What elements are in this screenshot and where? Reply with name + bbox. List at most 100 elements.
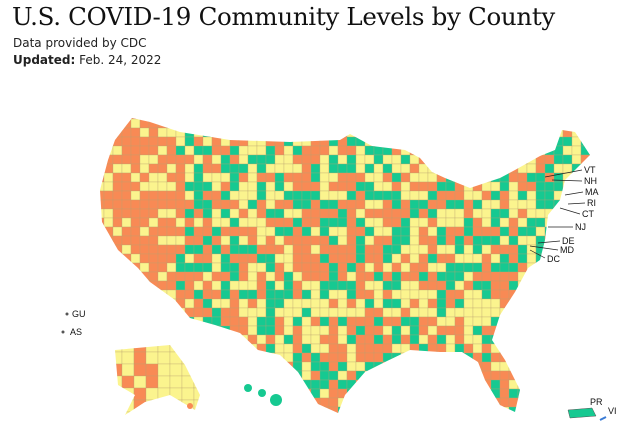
county[interactable] <box>373 199 384 210</box>
county[interactable] <box>427 397 438 408</box>
county[interactable] <box>148 235 159 246</box>
county[interactable] <box>112 181 123 192</box>
county[interactable] <box>400 406 411 416</box>
county[interactable] <box>193 190 204 201</box>
county[interactable] <box>302 416 311 425</box>
county[interactable] <box>599 326 608 335</box>
county[interactable] <box>409 136 420 147</box>
county[interactable] <box>364 154 375 165</box>
county[interactable] <box>463 145 474 156</box>
county[interactable] <box>319 110 330 120</box>
county[interactable] <box>346 271 357 282</box>
county[interactable] <box>517 110 528 120</box>
county[interactable] <box>526 127 537 138</box>
county[interactable] <box>355 280 366 291</box>
county[interactable] <box>247 118 258 129</box>
county[interactable] <box>157 208 168 219</box>
county[interactable] <box>364 280 375 291</box>
county[interactable] <box>526 289 537 300</box>
county[interactable] <box>202 262 213 273</box>
county[interactable] <box>211 110 222 120</box>
county[interactable] <box>139 280 150 291</box>
county[interactable] <box>472 361 483 372</box>
county[interactable] <box>599 182 608 191</box>
county[interactable] <box>454 217 465 228</box>
county[interactable] <box>238 343 249 354</box>
county[interactable] <box>121 136 132 147</box>
county[interactable] <box>418 397 429 408</box>
county[interactable] <box>535 280 546 291</box>
county[interactable] <box>265 127 276 138</box>
county[interactable] <box>526 136 537 147</box>
county[interactable] <box>328 388 339 399</box>
county[interactable] <box>409 361 420 372</box>
county[interactable] <box>373 136 384 147</box>
county[interactable] <box>212 416 221 425</box>
county[interactable] <box>418 289 429 300</box>
county[interactable] <box>202 352 213 363</box>
county[interactable] <box>148 190 159 201</box>
county[interactable] <box>220 208 231 219</box>
county[interactable] <box>328 325 339 336</box>
county[interactable] <box>292 145 303 156</box>
county[interactable] <box>220 217 231 228</box>
county[interactable] <box>409 298 420 309</box>
county[interactable] <box>319 343 330 354</box>
county[interactable] <box>535 235 546 246</box>
county[interactable] <box>589 280 599 291</box>
county[interactable] <box>391 361 402 372</box>
county[interactable] <box>337 334 348 345</box>
county[interactable] <box>463 307 474 318</box>
county[interactable] <box>247 235 258 246</box>
county[interactable] <box>499 172 510 183</box>
county[interactable] <box>274 163 285 174</box>
county[interactable] <box>517 379 528 390</box>
county[interactable] <box>490 253 501 264</box>
county[interactable] <box>355 343 366 354</box>
county[interactable] <box>445 235 456 246</box>
county[interactable] <box>409 181 420 192</box>
county[interactable] <box>436 271 447 282</box>
county[interactable] <box>274 262 285 273</box>
county[interactable] <box>382 343 393 354</box>
county[interactable] <box>157 411 171 424</box>
county[interactable] <box>256 370 267 381</box>
county[interactable] <box>247 262 258 273</box>
county[interactable] <box>355 190 366 201</box>
county[interactable] <box>499 118 510 129</box>
county[interactable] <box>112 208 123 219</box>
county[interactable] <box>418 343 429 354</box>
county[interactable] <box>454 406 465 416</box>
county[interactable] <box>508 361 519 372</box>
county[interactable] <box>472 271 483 282</box>
county[interactable] <box>292 361 303 372</box>
county[interactable] <box>382 316 393 327</box>
county[interactable] <box>544 163 555 174</box>
county[interactable] <box>571 370 582 381</box>
county[interactable] <box>338 416 347 425</box>
county[interactable] <box>382 199 393 210</box>
county[interactable] <box>103 271 114 282</box>
county[interactable] <box>247 334 258 345</box>
county[interactable] <box>535 208 546 219</box>
county[interactable] <box>310 397 321 408</box>
county[interactable] <box>184 334 195 345</box>
county[interactable] <box>427 136 438 147</box>
county[interactable] <box>265 253 276 264</box>
county[interactable] <box>157 271 168 282</box>
county[interactable] <box>184 136 195 147</box>
county[interactable] <box>202 271 213 282</box>
county[interactable] <box>400 388 411 399</box>
county[interactable] <box>95 262 105 273</box>
county[interactable] <box>436 334 447 345</box>
county[interactable] <box>427 118 438 129</box>
county[interactable] <box>580 271 590 282</box>
county[interactable] <box>166 298 177 309</box>
county[interactable] <box>346 217 357 228</box>
county[interactable] <box>337 145 348 156</box>
county[interactable] <box>265 181 276 192</box>
county[interactable] <box>319 172 330 183</box>
county[interactable] <box>310 334 321 345</box>
county[interactable] <box>238 316 249 327</box>
county[interactable] <box>472 181 483 192</box>
